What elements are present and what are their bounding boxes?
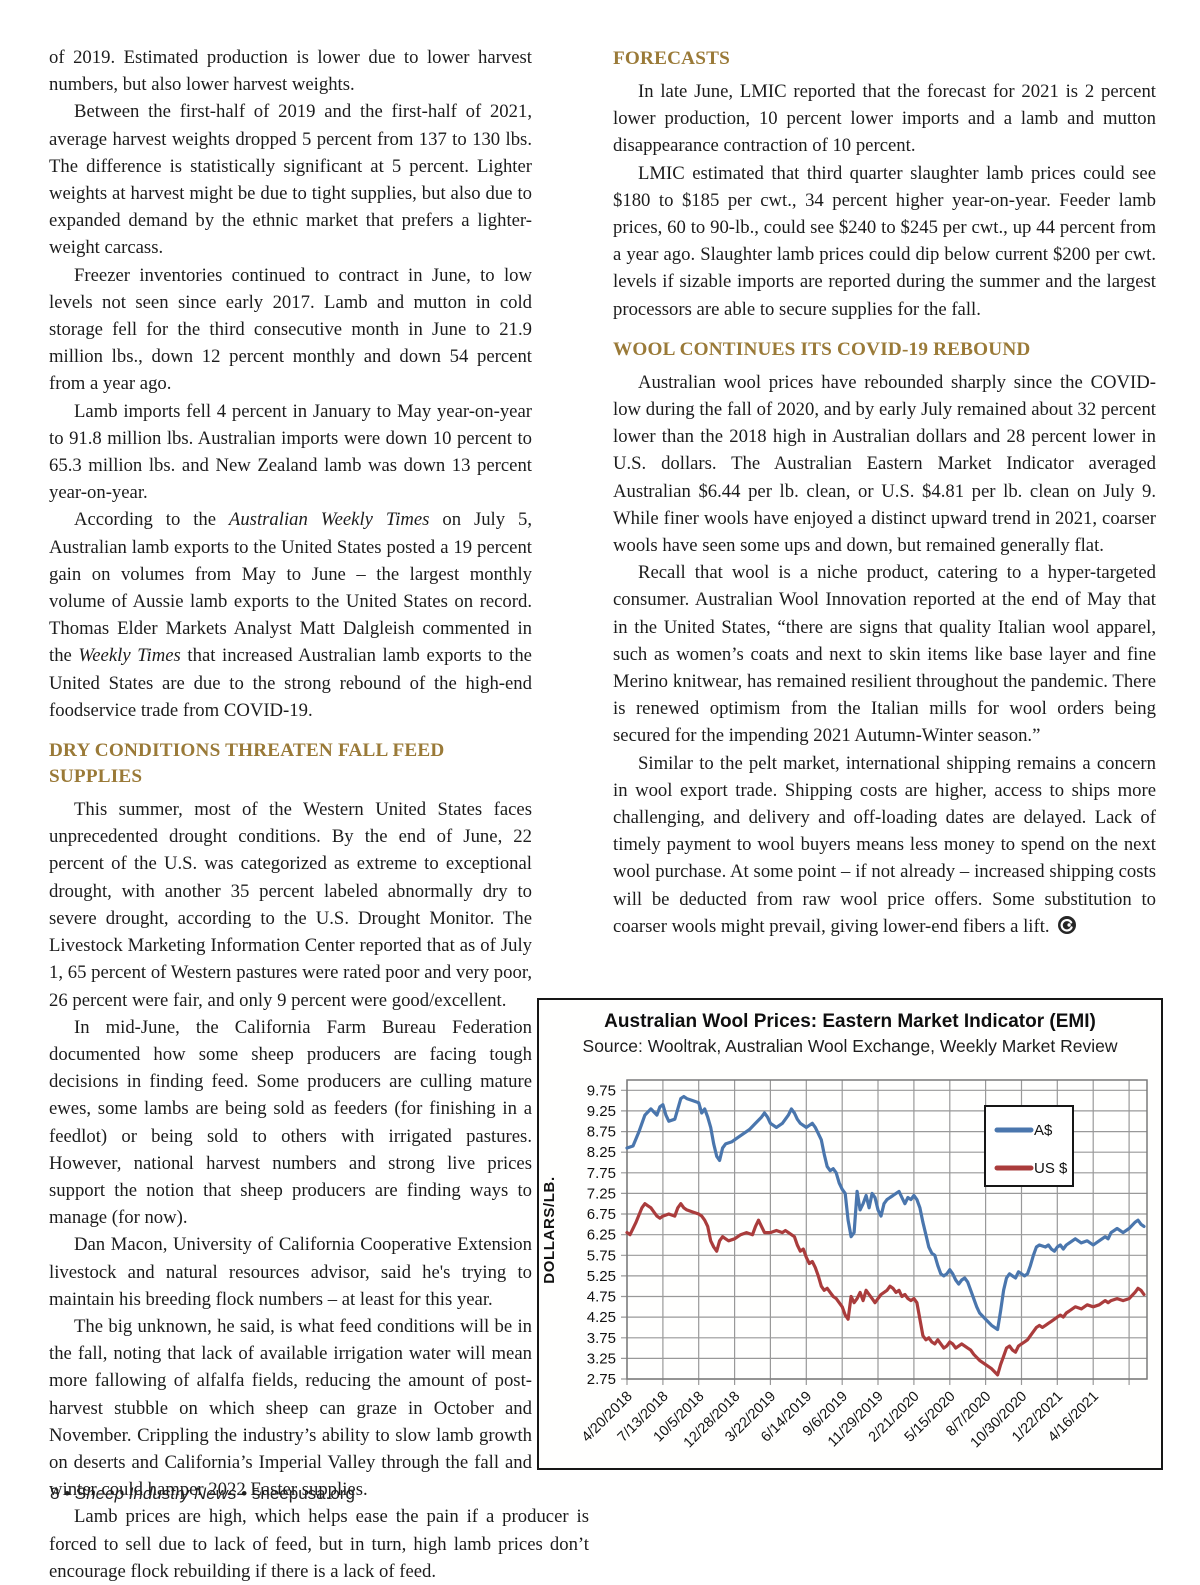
emi-line-chart: 9.75 9.25 8.75 8.25 7.75 7.25 6.75 6.25 5.75 5.25… <box>541 1079 1148 1451</box>
section-heading-forecasts: FORECASTS <box>613 48 730 69</box>
paragraph: This summer, most of the Western United … <box>49 796 589 1014</box>
body-text: of 2019. Estimated production is lower d… <box>49 47 532 96</box>
paragraph: of 2019. Estimated production is lower d… <box>49 44 589 98</box>
y-tick-label: 7.25 <box>587 1185 616 1202</box>
body-text: Lamb prices are high, which helps ease t… <box>49 1506 589 1582</box>
legend-label: US $ <box>1034 1160 1068 1177</box>
article-section-wool-rebound: WOOL CONTINUES ITS COVID-19 REBOUND Aust… <box>613 337 1156 940</box>
body-text: Similar to the pelt market, internationa… <box>613 752 1156 937</box>
end-of-article-icon <box>1057 915 1076 934</box>
body-text: LMIC estimated that third quarter slaugh… <box>613 162 1156 320</box>
plot-border <box>626 1079 1148 1380</box>
paragraph: Between the first-half of 2019 and the f… <box>49 98 589 261</box>
page-number: 8 <box>50 1484 60 1503</box>
chart-title: Australian Wool Prices: Eastern Market I… <box>604 1011 1096 1032</box>
paragraph: Dan Macon, University of California Coop… <box>49 1231 589 1313</box>
y-tick-label: 4.25 <box>587 1309 616 1326</box>
article-section-forecasts: FORECASTS In late June, LMIC reported th… <box>613 46 1156 323</box>
paragraph: Freezer inventories continued to contrac… <box>49 262 589 398</box>
y-tick-label: 9.75 <box>587 1082 616 1099</box>
paragraph: Similar to the pelt market, internationa… <box>613 750 1156 940</box>
y-tick-label: 8.25 <box>587 1144 616 1161</box>
body-text: In late June, LMIC reported that the for… <box>613 81 1156 157</box>
body-text: Australian wool prices have rebounded sh… <box>613 371 1156 557</box>
paragraph: Lamb prices are high, which helps ease t… <box>49 1503 589 1585</box>
left-column: of 2019. Estimated production is lower d… <box>49 44 589 1585</box>
paragraph: In mid-June, the California Farm Bureau … <box>49 1014 589 1232</box>
y-tick-label: 8.75 <box>587 1124 616 1141</box>
y-tick-label: 5.75 <box>587 1247 616 1264</box>
right-column: FORECASTS In late June, LMIC reported th… <box>613 44 1156 940</box>
section-heading-wool-rebound: WOOL CONTINUES ITS COVID-19 REBOUND <box>613 338 1031 360</box>
y-tick-label: 6.75 <box>587 1206 616 1223</box>
italic-text: Weekly Times <box>78 645 181 667</box>
y-tick-label: 2.75 <box>587 1371 616 1388</box>
series-line-usd <box>625 1202 1146 1377</box>
y-tick-label: 5.25 <box>587 1268 616 1285</box>
paragraph-group: Australian wool prices have rebounded sh… <box>613 369 1156 940</box>
chart-legend: A$ US $ <box>984 1105 1074 1187</box>
body-text: The big unknown, he said, is what feed c… <box>49 1315 532 1501</box>
article-section-lamb-market: of 2019. Estimated production is lower d… <box>49 44 589 724</box>
section-heading-dry-conditions: DRY CONDITIONS THREATEN FALL FEED SUPPLI… <box>49 740 445 788</box>
paragraph: Recall that wool is a niche product, cat… <box>613 559 1156 749</box>
body-text: on July 5, Australian lamb exports to th… <box>49 509 533 667</box>
paragraph: The big unknown, he said, is what feed c… <box>49 1313 589 1503</box>
paragraph: Lamb imports fell 4 percent in January t… <box>49 398 589 507</box>
paragraph-group: In late June, LMIC reported that the for… <box>613 78 1156 323</box>
italic-text: Australian Weekly Times <box>228 509 430 531</box>
y-tick-label: 9.25 <box>587 1103 616 1120</box>
y-tick-label: 6.25 <box>587 1227 616 1244</box>
paragraph: Australian wool prices have rebounded sh… <box>613 369 1156 559</box>
legend-label: A$ <box>1034 1122 1053 1139</box>
body-text: Freezer inventories continued to contrac… <box>49 264 532 395</box>
footer-separator: • <box>236 1484 252 1503</box>
y-tick-label: 3.25 <box>587 1350 616 1367</box>
body-text: Dan Macon, University of California Coop… <box>49 1234 532 1310</box>
y-tick-label: 7.75 <box>587 1165 616 1182</box>
body-text: In mid-June, the California Farm Bureau … <box>49 1016 532 1229</box>
publication-name: Sheep Industry News <box>74 1484 237 1503</box>
website: sheepusa.org <box>251 1484 355 1503</box>
article-section-dry-conditions: DRY CONDITIONS THREATEN FALL FEED SUPPLI… <box>49 738 589 1585</box>
y-tick-label: 3.75 <box>587 1330 616 1347</box>
body-text: According to the <box>74 509 229 531</box>
paragraph-group: This summer, most of the Western United … <box>49 796 589 1585</box>
wool-price-chart: Australian Wool Prices: Eastern Market I… <box>537 998 1163 1470</box>
y-tick-label: 4.75 <box>587 1289 616 1306</box>
series-line-aud <box>625 1094 1146 1332</box>
body-text: This summer, most of the Western United … <box>49 799 532 1011</box>
page-footer: 8 • Sheep Industry News • sheepusa.org <box>50 1484 355 1504</box>
footer-separator: • <box>59 1484 75 1503</box>
paragraph-group: of 2019. Estimated production is lower d… <box>49 44 589 724</box>
chart-subtitle: Source: Wooltrak, Australian Wool Exchan… <box>582 1036 1118 1056</box>
paragraph: LMIC estimated that third quarter slaugh… <box>613 160 1156 323</box>
body-text: Lamb imports fell 4 percent in January t… <box>49 400 532 504</box>
paragraph: According to the Australian Weekly Times… <box>49 506 589 724</box>
body-text: Between the first-half of 2019 and the f… <box>49 101 532 259</box>
body-text: Recall that wool is a niche product, cat… <box>613 562 1156 747</box>
y-axis-title: DOLLARS/LB. <box>541 1176 558 1283</box>
body-text: that increased Australian lamb exports t… <box>49 645 532 721</box>
paragraph: In late June, LMIC reported that the for… <box>613 78 1156 160</box>
